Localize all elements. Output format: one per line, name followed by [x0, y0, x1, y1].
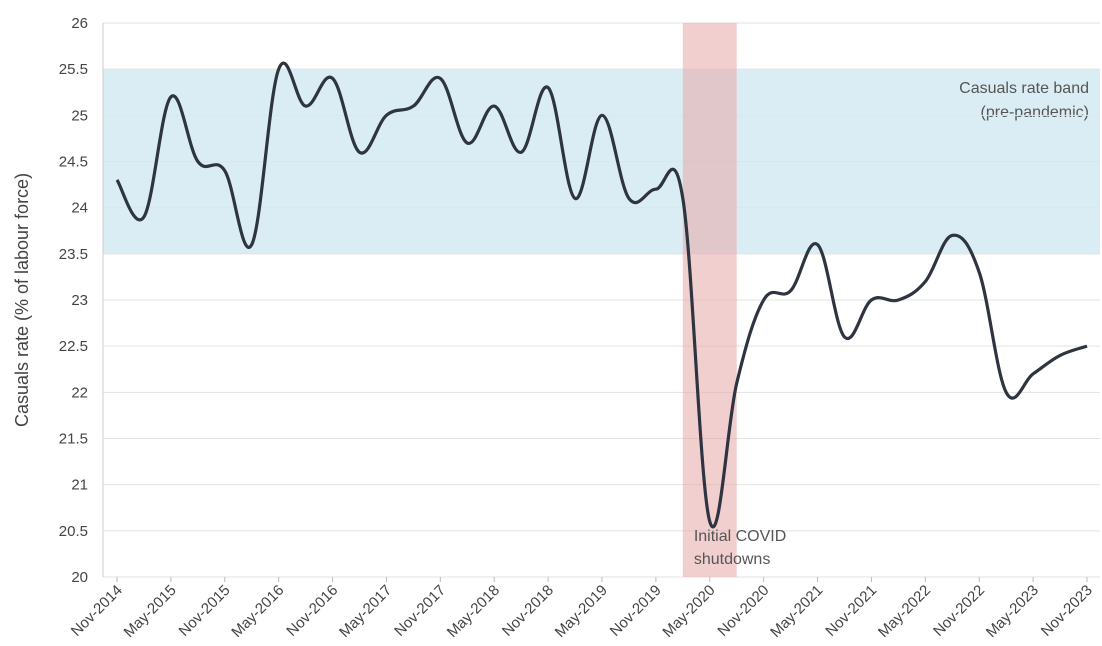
y-tick-label: 25.5: [59, 61, 88, 78]
x-tick-label: Nov-2023: [1038, 582, 1096, 640]
x-tick-label: Nov-2015: [176, 582, 234, 640]
y-tick-label: 21.5: [59, 431, 88, 448]
x-tick-label: Nov-2018: [499, 582, 557, 640]
x-tick-label: May-2023: [983, 582, 1042, 641]
y-tick-label: 23: [71, 292, 88, 309]
y-tick-label: 23.5: [59, 246, 88, 263]
y-tick-label: 24.5: [59, 154, 88, 171]
band-label: Casuals rate band: [959, 80, 1089, 97]
x-tick-label: May-2016: [228, 582, 287, 641]
y-axis-label: Casuals rate (% of labour force): [12, 173, 32, 427]
x-tick-label: Nov-2022: [930, 582, 988, 640]
x-tick-label: Nov-2016: [283, 582, 341, 640]
y-tick-label: 22.5: [59, 338, 88, 355]
y-tick-label: 21: [71, 477, 88, 494]
x-tick-label: Nov-2017: [391, 582, 449, 640]
x-tick-label: May-2015: [121, 582, 180, 641]
x-tick-label: May-2018: [444, 582, 503, 641]
x-tick-label: May-2020: [659, 582, 718, 641]
x-tick-label: May-2021: [767, 582, 826, 641]
band-label: (pre-pandemic): [981, 104, 1089, 121]
region-label: Initial COVID: [694, 528, 786, 545]
x-tick-label: Nov-2019: [607, 582, 665, 640]
x-tick-label: Nov-2014: [68, 582, 126, 640]
y-tick-label: 25: [71, 107, 88, 124]
x-tick-label: May-2019: [552, 582, 611, 641]
region-label: shutdowns: [694, 551, 771, 568]
x-tick-label: May-2017: [336, 582, 395, 641]
x-tick-label: Nov-2021: [822, 582, 880, 640]
x-tick-label: May-2022: [875, 582, 934, 641]
x-tick-label: Nov-2020: [714, 582, 772, 640]
y-tick-label: 20: [71, 569, 88, 586]
y-tick-label: 26: [71, 15, 88, 32]
y-tick-label: 20.5: [59, 523, 88, 540]
y-tick-label: 22: [71, 384, 88, 401]
y-tick-label: 24: [71, 200, 88, 217]
data-line: [115, 61, 1088, 529]
